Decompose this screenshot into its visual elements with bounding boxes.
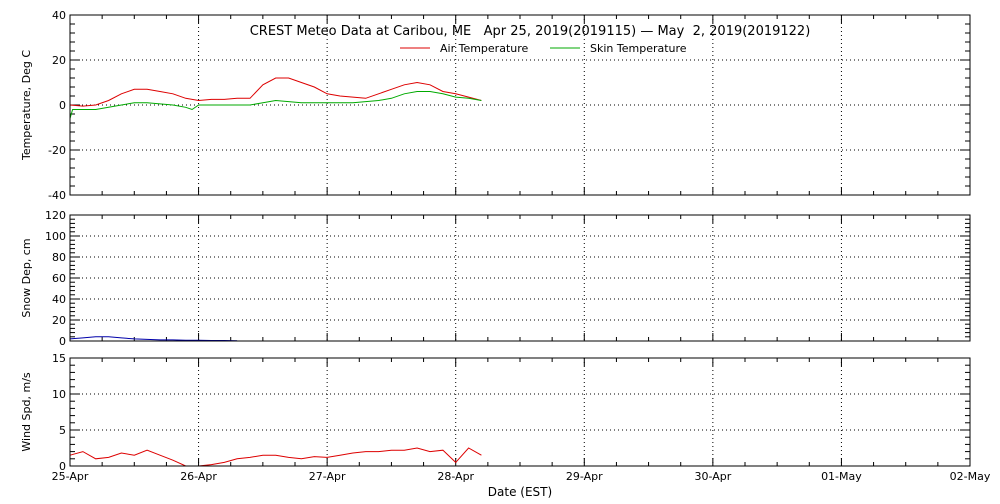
plots: -40 -20 0 20 40 Temperature, Deg C Air Tempera… <box>20 9 991 483</box>
x-tick-label: 02-May <box>950 470 991 483</box>
x-tick-label: 26-Apr <box>180 470 217 483</box>
chart-title: CREST Meteo Data at Caribou, ME Apr 25, … <box>250 24 811 39</box>
panel-3: 0 5 10 15 Wind Spd, m/s <box>20 352 971 473</box>
y-tick-label: 60 <box>52 272 66 285</box>
y-tick-label: 40 <box>52 9 66 22</box>
plot-frame <box>69 357 971 467</box>
y-axis-label: Snow Dep, cm <box>20 238 33 317</box>
plot-frame <box>69 214 971 342</box>
plot-frame <box>69 14 971 196</box>
x-axis-label: Date (EST) <box>488 485 552 499</box>
y-tick-label: 20 <box>52 314 66 327</box>
legend-label: Skin Temperature <box>590 42 687 55</box>
y-tick-label: 100 <box>45 230 66 243</box>
panel-1: -40 -20 0 20 40 Temperature, Deg C Air Tempera… <box>20 9 971 202</box>
y-tick-label: 0 <box>59 99 66 112</box>
y-tick-label: 15 <box>52 352 66 365</box>
legend: Air Temperature Skin Temperature <box>400 42 687 55</box>
y-tick-label: -20 <box>48 144 66 157</box>
series-line <box>69 336 238 342</box>
x-tick-label: 25-Apr <box>52 470 89 483</box>
y-tick-label: -40 <box>48 189 66 202</box>
y-axis-label: Wind Spd, m/s <box>20 372 33 452</box>
x-tick-label: 27-Apr <box>309 470 346 483</box>
x-tick-label: 01-May <box>821 470 862 483</box>
legend-label: Air Temperature <box>440 42 529 55</box>
y-tick-label: 5 <box>59 424 66 437</box>
x-tick-label: 28-Apr <box>437 470 474 483</box>
series-line <box>69 77 482 107</box>
panel-2: 0 20 40 60 80 100 120 Snow Dep, cm <box>20 209 971 348</box>
x-tick-label: 29-Apr <box>566 470 603 483</box>
y-tick-label: 20 <box>52 54 66 67</box>
series-line <box>69 91 482 119</box>
y-axis-label: Temperature, Deg C <box>20 50 33 161</box>
y-tick-label: 10 <box>52 388 66 401</box>
y-tick-label: 40 <box>52 293 66 306</box>
y-tick-label: 0 <box>59 335 66 348</box>
series-line <box>69 447 482 467</box>
y-tick-label: 0 <box>59 460 66 473</box>
x-tick-label: 30-Apr <box>694 470 731 483</box>
y-tick-label: 80 <box>52 251 66 264</box>
y-tick-label: 120 <box>45 209 66 222</box>
